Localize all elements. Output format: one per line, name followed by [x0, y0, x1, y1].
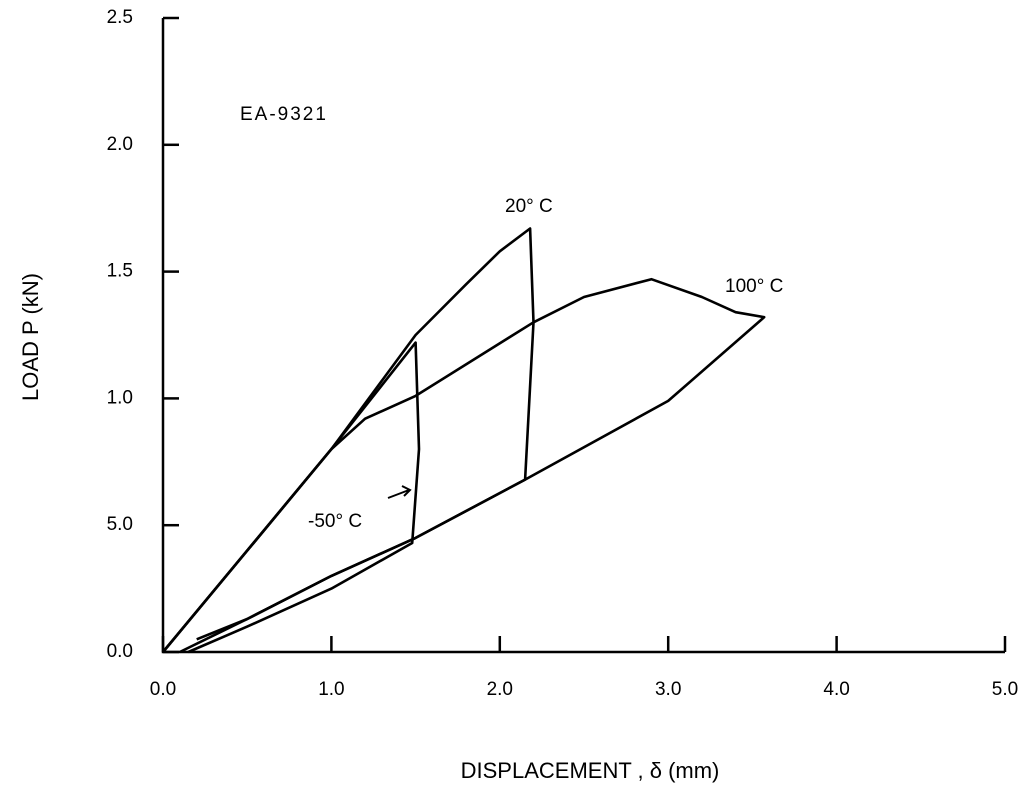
annotation: EA-9321 — [240, 104, 328, 125]
x-tick-label: 1.0 — [318, 679, 344, 700]
y-tick-label: 1.5 — [107, 261, 133, 282]
series-label: 20° C — [505, 196, 553, 217]
pointer-arrow — [387, 485, 412, 499]
series-label: -50° C — [308, 511, 362, 532]
y-tick-label: 0.0 — [107, 641, 133, 662]
series-label: 100° C — [725, 276, 783, 297]
x-axis-label: DISPLACEMENT , δ (mm) — [461, 758, 720, 783]
x-tick-label: 4.0 — [823, 679, 849, 700]
x-tick-label: 0.0 — [150, 679, 176, 700]
curve — [161, 277, 766, 653]
x-tick-label: 5.0 — [992, 679, 1018, 700]
y-tick-label: 2.5 — [107, 7, 133, 28]
y-tick-label: 5.0 — [107, 514, 133, 535]
x-tick-label: 3.0 — [655, 679, 681, 700]
y-axis-label: LOAD P (kN) — [18, 273, 43, 401]
y-tick-label: 2.0 — [107, 134, 133, 155]
x-tick-label: 2.0 — [487, 679, 513, 700]
y-tick-label: 1.0 — [107, 387, 133, 408]
curve — [161, 227, 535, 654]
